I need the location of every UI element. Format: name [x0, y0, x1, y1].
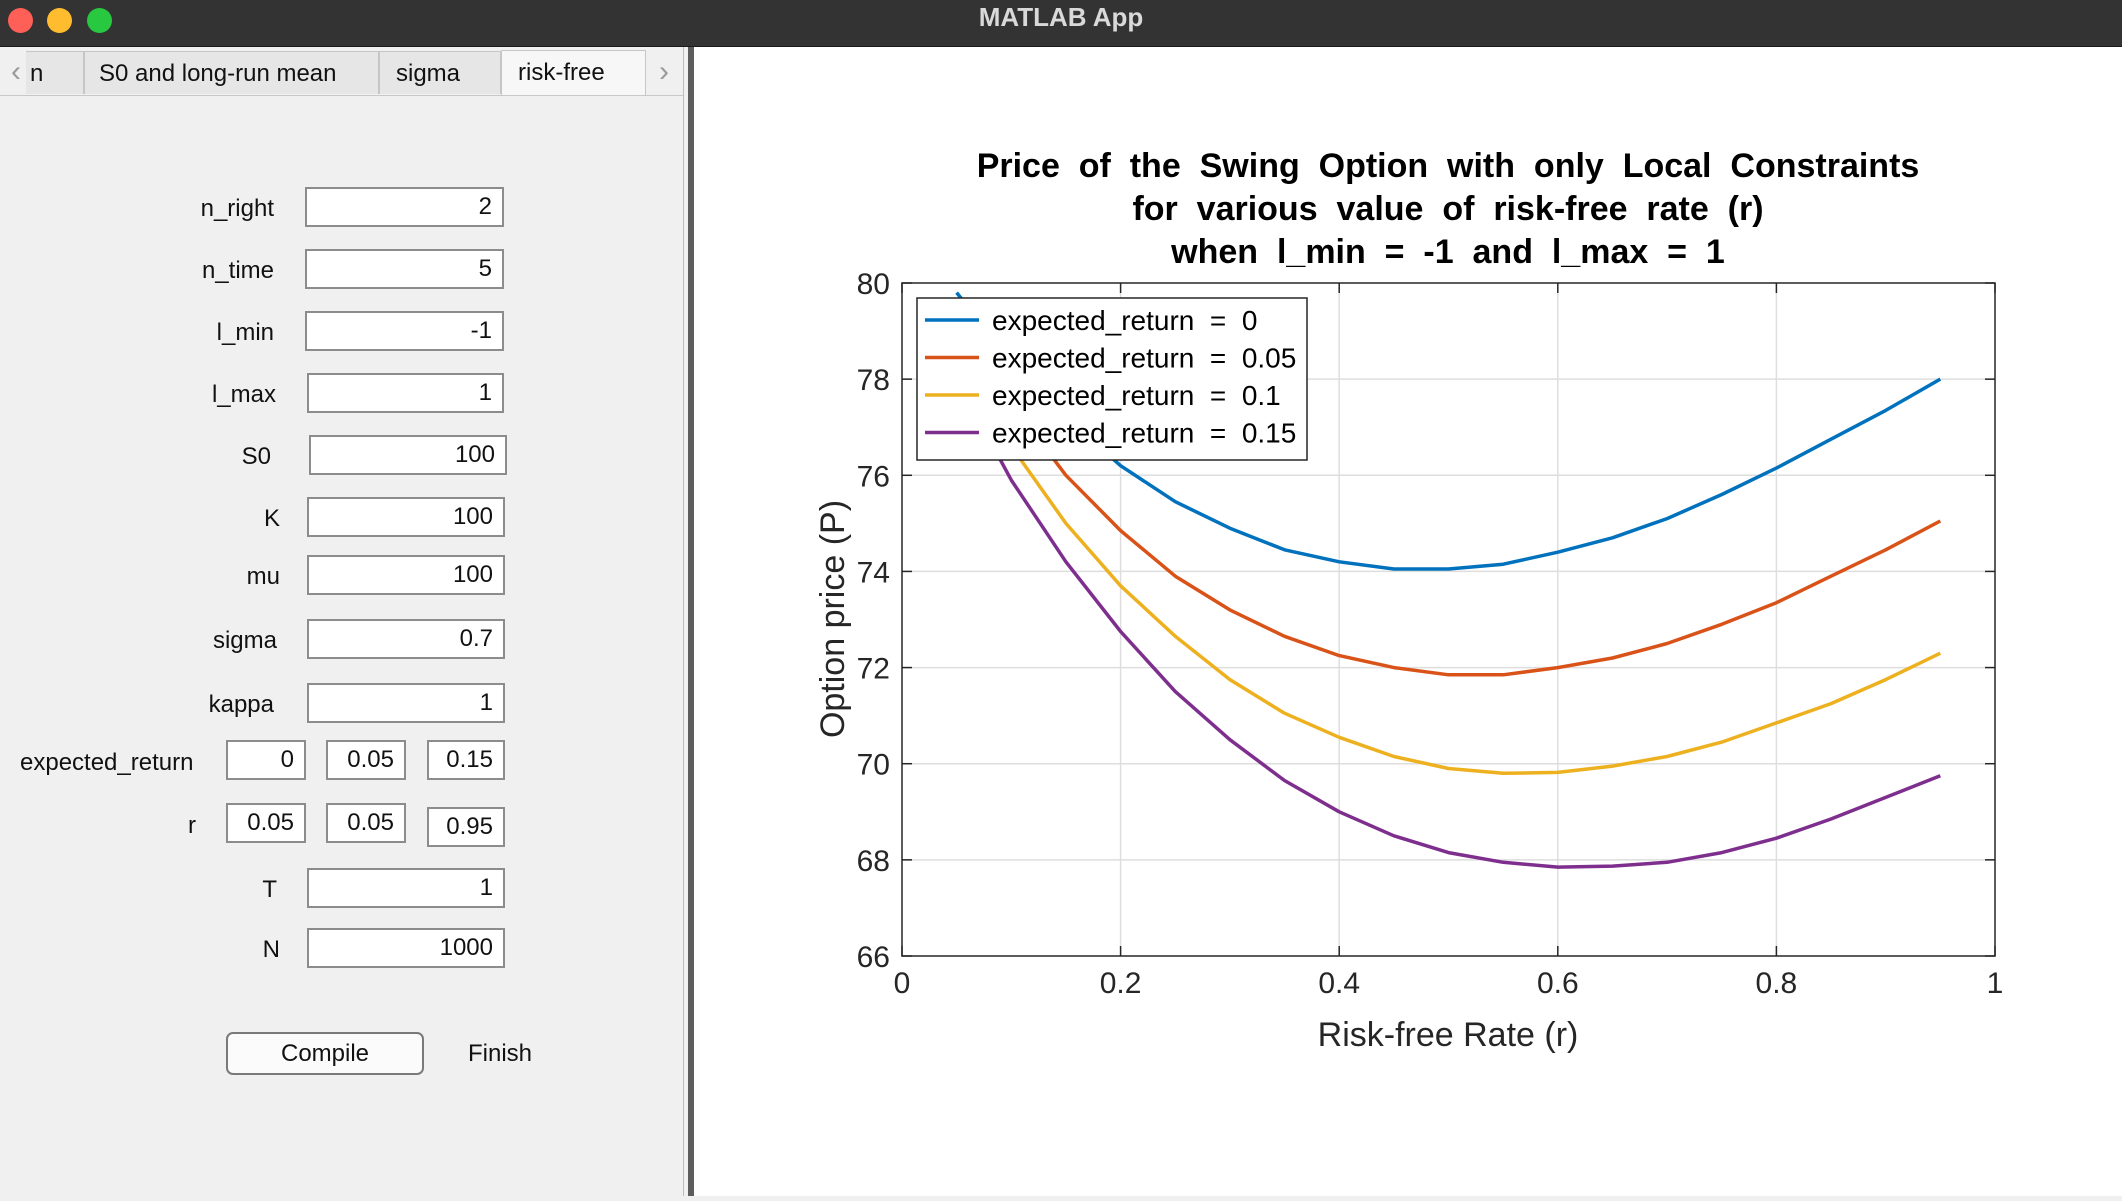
label-s0: S0 [241, 443, 271, 470]
label-sigma: sigma [212, 627, 277, 654]
label-n-right: n_right [200, 195, 274, 222]
kappa-field[interactable]: 1 [307, 683, 505, 723]
y-tick-label: 78 [857, 364, 890, 397]
label-r: r [188, 812, 196, 839]
x-tick-label: 0.2 [1100, 967, 1142, 1000]
n-right-field[interactable]: 2 [305, 187, 504, 227]
y-tick-label: 66 [857, 941, 890, 974]
y-axis-label: Option price (P) [814, 500, 852, 738]
label-t: T [262, 876, 277, 903]
series-line-1 [955, 291, 1942, 571]
x-tick-label: 0.8 [1756, 967, 1798, 1000]
tab-label: n [30, 60, 44, 87]
tab-s0-long-run-mean[interactable]: S0 and long-run mean [84, 51, 379, 94]
l-max-field[interactable]: 1 [307, 373, 504, 413]
s0-field[interactable]: 100 [309, 435, 507, 475]
expected-return-field-2[interactable]: 0.05 [326, 740, 406, 780]
grid-lines [902, 283, 1995, 956]
r-field-2[interactable]: 0.05 [326, 803, 406, 843]
label-kappa: kappa [208, 691, 274, 718]
l-min-field[interactable]: -1 [305, 311, 504, 351]
sigma-field[interactable]: 0.7 [307, 619, 505, 659]
series-line-4 [955, 378, 1941, 869]
expected-return-field-3[interactable]: 0.15 [427, 740, 505, 780]
y-tick-label: 76 [857, 460, 890, 493]
tab-sigma[interactable]: sigma [379, 51, 501, 94]
window-title: MATLAB App [978, 2, 1144, 32]
chart-title-line-2: for various value of risk-free rate (r) [1132, 190, 1763, 228]
axis-ticks: 0 0.2 0.4 0.6 0.8 1 66 68 70 72 74 76 78 80 [857, 268, 2004, 1000]
x-tick-label: 0 [894, 967, 911, 1000]
legend-box [916, 297, 1308, 461]
y-tick-label: 68 [857, 845, 890, 878]
label-l-min: l_min [216, 319, 274, 346]
legend-entry-label: expected_return = 0.05 [992, 343, 1296, 374]
chart-title-line-3: when l_min = -1 and l_max = 1 [1170, 233, 1725, 271]
x-tick-label: 1 [1987, 967, 2004, 1000]
tab-label: sigma [396, 60, 461, 87]
label-l-max: l_max [211, 381, 276, 408]
option-price-chart: Price of the Swing Option with only Loca… [814, 147, 2004, 1054]
legend-entry-label: expected_return = 0 [992, 305, 1257, 336]
y-tick-label: 74 [857, 556, 890, 589]
y-tick-label: 72 [857, 653, 890, 686]
series-line-2 [955, 330, 1942, 677]
tab-label: risk-free [518, 59, 605, 86]
tab-label: S0 and long-run mean [99, 60, 337, 87]
finish-label: Finish [468, 1040, 533, 1067]
plot-panel: Price of the Swing Option with only Loca… [694, 47, 2122, 1196]
chart-title-line-1: Price of the Swing Option with only Loca… [977, 147, 1920, 185]
x-axis-label: Risk-free Rate (r) [1318, 1016, 1579, 1054]
x-tick-label: 0.6 [1537, 967, 1579, 1000]
expected-return-field-1[interactable]: 0 [226, 740, 306, 780]
tab-risk-free[interactable]: risk-free [501, 50, 646, 95]
tab-strip: ‹ n S0 and long-run mean sigma risk-free… [0, 47, 683, 96]
tab-scroll-left-icon[interactable]: ‹ [11, 55, 21, 88]
legend-entry-label: expected_return = 0.15 [992, 418, 1296, 449]
minimize-window-button[interactable] [47, 8, 72, 33]
label-k: K [263, 505, 280, 532]
series-line-3 [955, 354, 1942, 776]
r-field-3[interactable]: 0.95 [427, 807, 505, 847]
mu-field[interactable]: 100 [307, 555, 505, 595]
tab-scroll-right-icon[interactable]: › [659, 55, 669, 88]
title-bar: MATLAB App [0, 0, 2122, 47]
label-n: N [262, 936, 280, 963]
n-time-field[interactable]: 5 [305, 249, 504, 289]
y-tick-label: 80 [857, 268, 890, 301]
series-lines [955, 291, 1942, 869]
x-tick-label: 0.4 [1318, 967, 1360, 1000]
zoom-window-button[interactable] [87, 8, 112, 33]
k-field[interactable]: 100 [307, 497, 505, 537]
compile-button[interactable]: Compile [226, 1032, 424, 1075]
t-field[interactable]: 1 [307, 868, 505, 908]
y-tick-label: 70 [857, 749, 890, 782]
label-expected-return: expected_return [20, 749, 194, 776]
legend-entry-label: expected_return = 0.1 [992, 380, 1281, 411]
label-mu: mu [246, 563, 280, 590]
r-field-1[interactable]: 0.05 [226, 803, 306, 843]
close-window-button[interactable] [8, 8, 33, 33]
n-field[interactable]: 1000 [307, 928, 505, 968]
panel-divider[interactable] [688, 47, 694, 1196]
plot-area-frame [901, 282, 1996, 957]
label-n-time: n_time [201, 257, 274, 284]
parameter-panel: ‹ n S0 and long-run mean sigma risk-free… [0, 47, 684, 1196]
legend: expected_return = 0 expected_return = 0.0… [916, 297, 1308, 461]
tab-n[interactable]: n [26, 51, 84, 94]
